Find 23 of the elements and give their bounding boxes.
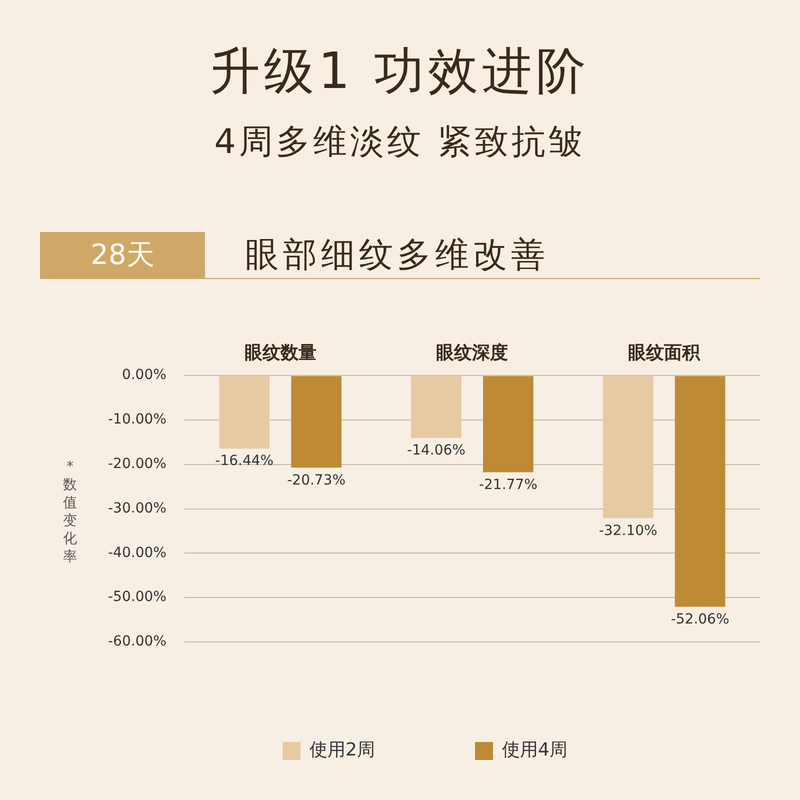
- y-tick-label: -20.00%: [108, 456, 166, 472]
- x-tick-label: 眼纹面积: [628, 342, 702, 364]
- data-label: -32.10%: [598, 522, 658, 539]
- legend-label: 使用4周: [502, 740, 568, 761]
- y-tick-label: -60.00%: [108, 634, 166, 650]
- y-tick-label: -10.00%: [108, 412, 166, 428]
- x-tick-label: 眼纹深度: [436, 342, 508, 364]
- y-tick-label: 0.00%: [122, 367, 166, 384]
- data-label: -16.44%: [215, 453, 274, 470]
- legend-label: 使用2周: [310, 740, 375, 761]
- chart-title: 升级1 功效进阶: [209, 41, 591, 102]
- text: 28天: [40, 232, 205, 278]
- y-tick-label: -50.00%: [108, 589, 166, 606]
- data-label: -14.06%: [407, 442, 466, 459]
- y-tick-label: -30.00%: [108, 500, 166, 516]
- y-tick-label: -40.00%: [108, 544, 166, 561]
- x-tick-label: 眼纹数量: [244, 342, 316, 364]
- text: 眼部细纹多维改善: [245, 234, 549, 277]
- data-label: -21.77%: [478, 476, 538, 493]
- data-label: -52.06%: [670, 611, 730, 628]
- chart-subtitle: 4周多维淡纹 紧致抗皱: [213, 121, 587, 164]
- y-axis-title: *数值变化率: [62, 458, 78, 566]
- data-label: -20.73%: [287, 472, 346, 488]
